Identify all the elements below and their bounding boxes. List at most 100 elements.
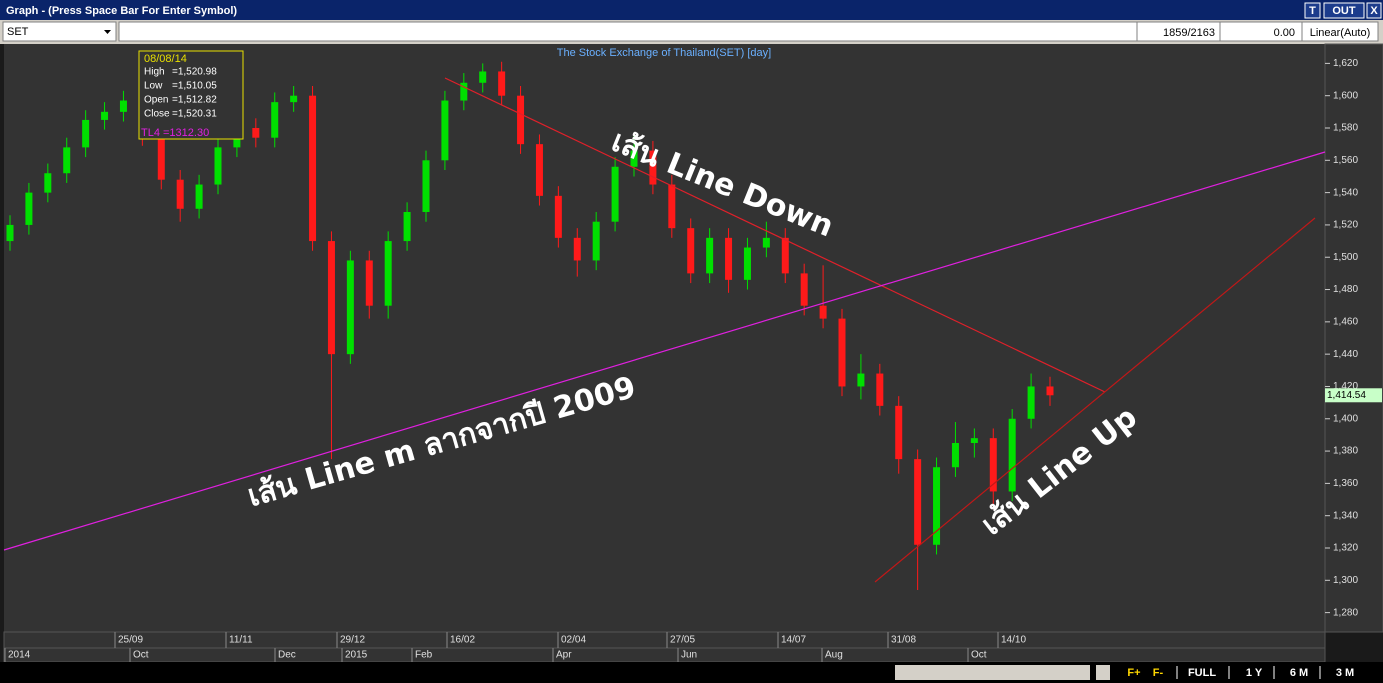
candle-body xyxy=(914,459,922,545)
date-label: 11/11 xyxy=(229,635,253,646)
line-m xyxy=(3,151,1326,551)
candle-body xyxy=(668,184,676,229)
month-label: Oct xyxy=(133,650,149,661)
y-tick-label: 1,300 xyxy=(1333,575,1358,586)
change: 0.00 xyxy=(1274,27,1295,39)
title-bar xyxy=(0,0,1383,20)
y-tick-label: 1,400 xyxy=(1333,413,1358,424)
info-label: Close xyxy=(144,109,170,120)
candle-body xyxy=(838,318,846,387)
candle-body xyxy=(252,128,260,138)
candle-body xyxy=(25,192,33,225)
scrollbar[interactable] xyxy=(895,665,1090,680)
scroll-arrow[interactable] xyxy=(1096,665,1110,680)
candle-body xyxy=(762,237,770,248)
info-label: Open xyxy=(144,95,168,106)
candle-body xyxy=(706,237,714,274)
candle-body xyxy=(157,136,165,180)
candle-body xyxy=(460,82,468,101)
plot-area xyxy=(4,44,1325,632)
candle-body xyxy=(819,305,827,319)
y-tick-label: 1,620 xyxy=(1333,58,1358,69)
candle-body xyxy=(479,71,487,83)
candle-body xyxy=(214,147,222,185)
candle-body xyxy=(876,373,884,406)
window-title: Graph - (Press Space Bar For Enter Symbo… xyxy=(6,5,237,17)
candle-body xyxy=(743,247,751,280)
candle-body xyxy=(951,443,959,468)
candle-body xyxy=(1008,418,1016,492)
candle-body xyxy=(1027,386,1035,419)
candle-body xyxy=(800,273,808,306)
y-tick-label: 1,580 xyxy=(1333,123,1358,134)
candle-body xyxy=(1046,386,1054,396)
btn-label: X xyxy=(1370,5,1378,17)
footer-button[interactable]: F+ xyxy=(1127,667,1140,679)
btn-label: OUT xyxy=(1332,5,1356,17)
month-label: Feb xyxy=(415,650,433,661)
candle-body xyxy=(365,260,373,306)
footer-button[interactable]: FULL xyxy=(1188,667,1216,679)
month-label: Apr xyxy=(556,650,572,661)
btn-out[interactable]: OUT xyxy=(1323,2,1365,19)
month-label: Aug xyxy=(825,650,843,661)
btn-t[interactable]: T xyxy=(1304,2,1321,19)
y-tick-label: 1,280 xyxy=(1333,607,1358,618)
info-value: =1,520.98 xyxy=(172,67,217,78)
info-label: Low xyxy=(144,81,163,92)
footer-button[interactable]: 3 M xyxy=(1336,667,1354,679)
symbol-dropdown[interactable]: SET xyxy=(2,21,117,42)
info-value: =1,510.05 xyxy=(172,81,217,92)
candle-body xyxy=(687,228,695,274)
y-tick-label: 1,540 xyxy=(1333,187,1358,198)
date-label: 27/05 xyxy=(670,635,695,646)
line-down xyxy=(444,77,1106,393)
candle-body xyxy=(592,221,600,261)
count: 1859/2163 xyxy=(1163,27,1215,39)
date-label: 29/12 xyxy=(340,635,365,646)
date-label: 02/04 xyxy=(561,635,586,646)
month-label: Jun xyxy=(681,650,697,661)
date-axis xyxy=(3,631,1326,649)
y-tick-label: 1,440 xyxy=(1333,349,1358,360)
line-up xyxy=(874,217,1316,583)
candle-body xyxy=(649,150,657,185)
candle-body xyxy=(498,71,506,96)
info-label: High xyxy=(144,67,165,78)
y-tick-label: 1,600 xyxy=(1333,90,1358,101)
footer-button[interactable]: 6 M xyxy=(1290,667,1308,679)
info-box xyxy=(138,50,244,140)
candle-body xyxy=(611,166,619,222)
candle-body xyxy=(290,95,298,103)
candle-body xyxy=(6,224,14,242)
candle-body xyxy=(309,95,317,242)
y-tick-label: 1,460 xyxy=(1333,316,1358,327)
candle-body xyxy=(63,147,71,174)
y-tick-label: 1,340 xyxy=(1333,510,1358,521)
candle-body xyxy=(403,212,411,242)
y-tick-label: 1,520 xyxy=(1333,220,1358,231)
y-tick-label: 1,560 xyxy=(1333,155,1358,166)
y-tick-label: 1,360 xyxy=(1333,478,1358,489)
y-tick-label: 1,320 xyxy=(1333,543,1358,554)
scale-mode[interactable]: Linear(Auto) xyxy=(1310,27,1371,39)
date-label: 31/08 xyxy=(891,635,916,646)
candle-body xyxy=(517,95,525,145)
btn-close[interactable]: X xyxy=(1366,2,1382,19)
date-label: 14/07 xyxy=(781,635,806,646)
price-axis xyxy=(1324,43,1383,633)
last-price-label: 1,414.54 xyxy=(1327,390,1366,401)
footer-button[interactable]: F- xyxy=(1153,667,1164,679)
candle-body xyxy=(725,237,733,280)
chart-title: The Stock Exchange of Thailand(SET) [day… xyxy=(557,47,771,59)
btn-label: T xyxy=(1309,5,1316,17)
y-tick-label: 1,420 xyxy=(1333,381,1358,392)
month-label: Oct xyxy=(971,650,987,661)
candle-body xyxy=(384,241,392,306)
candle-body xyxy=(441,100,449,161)
y-tick-label: 1,480 xyxy=(1333,284,1358,295)
footer-button[interactable]: 1 Y xyxy=(1246,667,1263,679)
date-label: 25/09 xyxy=(118,635,143,646)
candle-body xyxy=(271,102,279,138)
